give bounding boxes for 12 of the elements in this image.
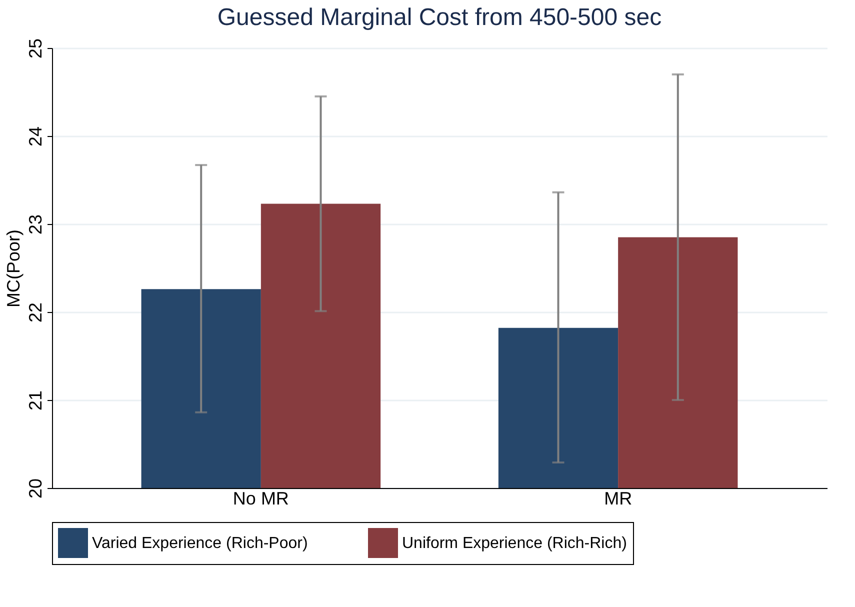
chart-title: Guessed Marginal Cost from 450-500 sec <box>217 4 662 31</box>
x-tick-label: No MR <box>232 488 289 508</box>
y-tick-label: 21 <box>26 390 46 411</box>
legend-label: Varied Experience (Rich-Poor) <box>92 535 308 552</box>
y-tick-label: 20 <box>26 478 46 499</box>
y-axis-title: MC(Poor) <box>4 229 24 308</box>
y-tick-label: 22 <box>26 302 46 323</box>
y-tick-label: 23 <box>26 214 46 235</box>
legend-label: Uniform Experience (Rich-Rich) <box>402 535 627 552</box>
y-tick-label: 25 <box>26 38 46 59</box>
x-tick-label: MR <box>604 488 632 508</box>
y-tick-label: 24 <box>26 126 46 147</box>
